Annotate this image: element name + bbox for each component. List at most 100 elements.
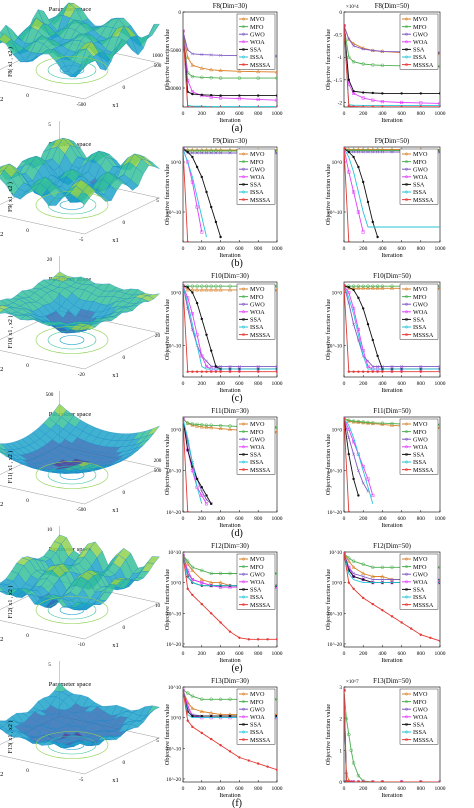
legend-label-msssa: MSSSA xyxy=(413,62,434,69)
point-msssa xyxy=(400,621,403,624)
x-tick-label: 1000 xyxy=(435,111,446,117)
x-tick-label: 800 xyxy=(254,786,263,792)
point-mfo xyxy=(204,149,209,153)
point-gwo xyxy=(209,364,213,369)
y-axis-label: Objective function value xyxy=(164,164,171,225)
surface-zlabel: F13( x1 , x2 ) xyxy=(7,721,14,754)
point-mfo xyxy=(390,421,394,426)
point-gwo xyxy=(275,584,277,588)
point-gwo xyxy=(186,48,190,52)
point-gwo xyxy=(219,364,223,369)
legend-label-mfo: MFO xyxy=(250,699,264,706)
x-tick-label: 1000 xyxy=(272,111,283,117)
y-tick-label: 10^-20 xyxy=(327,510,342,516)
point-gwo xyxy=(361,574,365,579)
x-tick-label: 600 xyxy=(235,246,244,252)
point-mfo xyxy=(256,76,260,80)
legend-label-mvo: MVO xyxy=(413,151,428,158)
x-tick-label: 400 xyxy=(378,786,387,792)
surface-zlabel: F12( x1 , x2 ) xyxy=(7,586,14,619)
surface-contour xyxy=(47,600,97,620)
x-tick-label: 600 xyxy=(235,516,244,522)
chart-panel: F13(Dim=30) 0 200 400 600 800 1000 Iteration Obj… xyxy=(164,678,283,799)
point-mvo xyxy=(370,421,375,426)
point-ssa xyxy=(347,150,350,154)
surface-title: Parameter space xyxy=(49,681,92,688)
point-msssa xyxy=(183,417,185,421)
legend-marker xyxy=(242,182,245,186)
point-gwo xyxy=(438,578,440,582)
point-ssa xyxy=(210,502,213,505)
point-ssa xyxy=(352,477,355,481)
y-tick-label: 3 xyxy=(339,685,342,691)
legend-label-gwo: GWO xyxy=(413,31,428,38)
legend-marker xyxy=(405,430,408,434)
x-tick-label: 800 xyxy=(254,246,263,252)
point-mfo xyxy=(438,565,440,570)
point-mfo xyxy=(200,149,204,153)
point-gwo xyxy=(371,150,375,154)
point-msssa xyxy=(371,780,374,782)
legend-label-woa: WOA xyxy=(413,444,428,451)
y-tick-label: 10^-10 xyxy=(166,611,181,617)
legend-label-ssa: SSA xyxy=(250,722,262,729)
surface-patch xyxy=(76,326,90,331)
point-msssa xyxy=(362,370,365,373)
point-mfo xyxy=(218,284,223,288)
y-tick-label: 0 xyxy=(339,780,342,786)
legend-label-mvo: MVO xyxy=(250,556,265,563)
x-tick-label: 800 xyxy=(254,651,263,657)
point-woa xyxy=(371,98,375,102)
legend-label-ssa: SSA xyxy=(413,587,425,594)
point-mfo xyxy=(438,423,440,427)
point-mfo xyxy=(214,284,218,288)
point-gwo xyxy=(275,151,277,155)
x-tick-label: 200 xyxy=(198,111,207,117)
point-msssa xyxy=(257,762,260,765)
surface-tick-label: 5 xyxy=(48,662,51,668)
point-gwo xyxy=(371,364,375,369)
point-mvo xyxy=(375,286,380,290)
point-msssa xyxy=(205,370,208,373)
x-tick-label: 1000 xyxy=(435,651,446,657)
point-ssa xyxy=(186,150,189,154)
y-tick-label: 1 xyxy=(339,748,342,754)
point-msssa xyxy=(228,750,232,753)
point-ssa xyxy=(219,714,222,718)
point-msssa xyxy=(238,756,241,759)
legend-label-issa: ISSA xyxy=(413,729,427,736)
legend-marker xyxy=(405,437,408,441)
point-msssa xyxy=(186,719,189,722)
point-mfo xyxy=(190,694,195,698)
point-ssa xyxy=(195,477,199,481)
point-msssa xyxy=(219,744,222,747)
surface-tick-label: -20 xyxy=(78,372,85,378)
chart-series-group xyxy=(183,417,277,512)
surface-contour xyxy=(47,735,97,755)
point-ssa xyxy=(352,155,355,159)
surface-tick-label: 10 xyxy=(47,527,53,533)
point-mfo xyxy=(351,419,356,423)
point-msssa xyxy=(200,370,203,373)
point-mvo xyxy=(365,286,371,290)
legend-marker xyxy=(242,25,245,29)
point-ssa xyxy=(200,93,203,97)
surface-tick-label: 0 xyxy=(26,498,29,504)
surface-floor xyxy=(0,445,161,505)
point-gwo xyxy=(237,364,241,369)
surface-tick-label: 5 xyxy=(48,122,51,128)
legend-label-mfo: MFO xyxy=(413,429,427,436)
surface-zlabel: F8( x1 , x2 ) xyxy=(7,47,14,77)
point-mfo xyxy=(200,284,204,288)
point-ssa xyxy=(362,578,365,581)
y-tick-label: 10^-20 xyxy=(166,777,181,783)
legend-marker xyxy=(242,310,245,314)
point-msssa xyxy=(419,780,422,782)
point-gwo xyxy=(361,150,365,154)
chart-series-group xyxy=(344,552,440,643)
point-woa xyxy=(347,780,351,782)
point-mfo xyxy=(209,75,213,80)
point-mvo xyxy=(199,709,204,713)
surface-tick-label: 0 xyxy=(26,768,29,774)
point-woa xyxy=(366,477,370,481)
